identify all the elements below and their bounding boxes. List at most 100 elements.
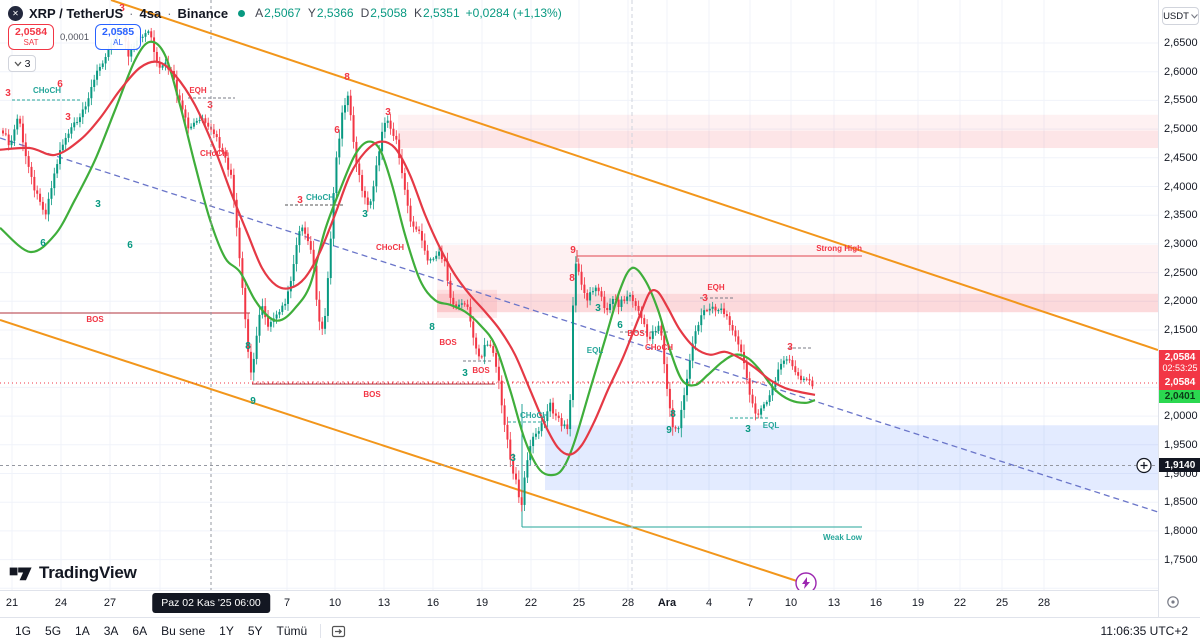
time-tick: 19 [475, 597, 489, 609]
svg-text:BOS: BOS [439, 338, 457, 347]
symbol-interval[interactable]: 4sa [139, 5, 162, 21]
time-tick: 13 [377, 597, 391, 609]
range-button-1a[interactable]: 1A [68, 621, 97, 641]
high-value: 2,5366 [316, 6, 354, 20]
sell-button[interactable]: 2,0584 SAT [8, 24, 54, 50]
svg-text:8: 8 [245, 341, 251, 352]
buy-price: 2,0585 [102, 26, 135, 39]
price-tick: 1,9500 [1164, 438, 1198, 451]
price-tick: 2,2000 [1164, 295, 1198, 308]
svg-text:3: 3 [385, 107, 391, 118]
time-tick: 25 [995, 597, 1009, 609]
svg-text:CHoCH: CHoCH [306, 193, 334, 202]
svg-text:3: 3 [65, 112, 71, 123]
range-button-3a[interactable]: 3A [97, 621, 126, 641]
symbol-pair[interactable]: XRP / TetherUS [29, 5, 124, 21]
smc-labels: CHoCH EQHCHoCHCHoCHCHoCHBOSBOSBOSBOSBOSCH… [33, 86, 863, 542]
range-button-tümü[interactable]: Tümü [270, 621, 315, 641]
svg-text:BOS: BOS [472, 366, 490, 375]
svg-text:CHoCH: CHoCH [376, 243, 404, 252]
range-button-1y[interactable]: 1Y [212, 621, 241, 641]
currency-label: USDT [1163, 10, 1189, 22]
chevron-down-icon [1191, 13, 1198, 19]
time-axis[interactable]: 21 24 27 7 10 13 16 19 22 25 28 Ara 4 7 10 13 16 19 22 25 28… [0, 590, 1158, 617]
price-tick: 2,2500 [1164, 266, 1198, 279]
realtime-scroll-icon[interactable] [1165, 594, 1181, 610]
separator: · [167, 5, 172, 21]
svg-text:3: 3 [362, 209, 368, 220]
currency-selector[interactable]: USDT [1162, 7, 1199, 25]
range-buttons: 1G 5G 1A 3A 6A Bu sene 1Y 5Y Tümü [8, 621, 314, 641]
alert-price-label: 2,0401 [1159, 390, 1200, 404]
time-tick: 7 [746, 597, 754, 609]
svg-text:CHoCH: CHoCH [33, 86, 61, 95]
price-tick: 1,7500 [1164, 553, 1198, 566]
close-value: 2,5351 [422, 6, 460, 20]
svg-text:6: 6 [57, 79, 63, 90]
open-label: A [255, 6, 264, 20]
svg-text:BOS: BOS [627, 329, 645, 338]
range-button-1g[interactable]: 1G [8, 621, 38, 641]
svg-text:EQL: EQL [587, 346, 604, 355]
svg-text:9: 9 [570, 245, 576, 256]
price-tick: 2,4500 [1164, 151, 1198, 164]
time-tick: 10 [328, 597, 342, 609]
time-tick: 25 [572, 597, 586, 609]
indicator-count: 3 [24, 57, 31, 70]
time-tick: 13 [827, 597, 841, 609]
svg-text:Strong High: Strong High [816, 244, 862, 253]
svg-text:3: 3 [595, 303, 601, 314]
ma-slow-red [0, 60, 816, 456]
time-tick: 21 [5, 597, 19, 609]
tradingview-logo-icon [9, 567, 32, 581]
market-status-dot[interactable] [238, 9, 246, 17]
separator: · [129, 5, 134, 21]
time-tick: 4 [705, 597, 713, 609]
buy-button[interactable]: 2,0585 AL [95, 24, 142, 50]
range-button-6a[interactable]: 6A [125, 621, 154, 641]
symbol-exchange[interactable]: Binance [177, 5, 229, 21]
close-label: K [413, 6, 422, 20]
goto-date-button[interactable] [327, 622, 349, 640]
range-button-bu-sene[interactable]: Bu sene [154, 621, 212, 641]
xrp-logo-icon: ✕ [8, 5, 23, 21]
svg-text:6: 6 [40, 238, 46, 249]
chart-pane[interactable]: 3 3 6 3 3 3 6 8 3 9 8 3 3 6 3 6 8 9 3 8 3 3 3 6 9 8 3 CHoCH EQH CHoCH… [0, 0, 1158, 590]
svg-text:CHoCH: CHoCH [520, 411, 548, 420]
svg-text:3: 3 [787, 342, 793, 353]
time-tick: 19 [911, 597, 925, 609]
timezone-clock[interactable]: 11:06:35 UTC+2 [1100, 623, 1189, 638]
svg-text:EQH: EQH [707, 283, 725, 292]
divider [320, 623, 322, 638]
sell-label: SAT [23, 37, 39, 47]
last-price-label: 2,0584 [1159, 375, 1200, 390]
ohlc-values: A2,5067 Y2,5366 D2,5058 K2,5351 [255, 6, 460, 20]
range-button-5y[interactable]: 5Y [241, 621, 270, 641]
svg-text:3: 3 [207, 100, 213, 111]
price-axis[interactable]: USDT 2,6500 2,6000 2,5500 2,5000 2,4500 2,400… [1158, 0, 1200, 617]
svg-text:EQL: EQL [763, 421, 780, 430]
indicators-collapse-button[interactable]: 3 [8, 55, 36, 72]
calendar-icon [331, 625, 345, 637]
chevron-down-icon [14, 61, 22, 66]
range-button-5g[interactable]: 5G [38, 621, 68, 641]
svg-text:3: 3 [297, 195, 303, 206]
svg-text:3: 3 [95, 199, 101, 210]
price-tick: 2,3500 [1164, 209, 1198, 222]
drawn-lines [0, 0, 1158, 590]
supply-demand-zones [398, 114, 1158, 491]
price-tick: 2,1500 [1164, 324, 1198, 336]
high-label: Y [307, 6, 316, 20]
open-value: 2,5067 [264, 6, 301, 20]
low-value: 2,5058 [370, 6, 407, 20]
time-tick: 7 [283, 597, 291, 609]
tradingview-brand[interactable]: TradingView [9, 562, 137, 583]
svg-text:3: 3 [462, 368, 468, 379]
price-tick: 1,8000 [1164, 524, 1198, 537]
svg-text:6: 6 [334, 125, 340, 136]
last-price-countdown-label: 2,0584 02:53:25 [1159, 349, 1200, 376]
svg-text:8: 8 [344, 72, 350, 83]
chart-icons [795, 457, 1152, 590]
low-label: D [360, 6, 370, 20]
